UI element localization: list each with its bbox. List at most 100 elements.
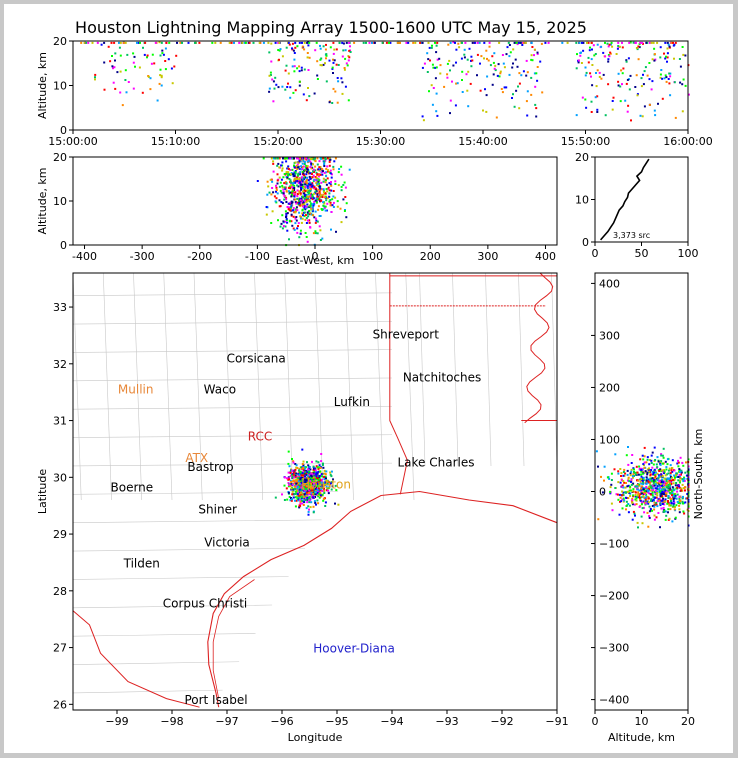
northsouth-point [663, 469, 666, 471]
northsouth-point [649, 507, 652, 510]
eastwest-point [282, 157, 284, 160]
time-altitude-point [654, 114, 657, 117]
eastwest-point [324, 209, 327, 212]
plan-view-point [302, 481, 305, 484]
northsouth-point [640, 467, 643, 470]
time-altitude-point [461, 70, 464, 73]
eastwest-point [285, 160, 288, 163]
time-altitude-point [274, 41, 277, 44]
eastwest-altitude-panel [256, 157, 351, 247]
time-altitude-point [454, 41, 456, 44]
northsouth-point [660, 469, 663, 472]
eastwest-point [299, 157, 302, 160]
eastwest-point [328, 157, 331, 160]
northsouth-point [595, 450, 598, 453]
time-altitude-point [164, 68, 167, 71]
time-altitude-point [499, 70, 502, 73]
time-altitude-point [176, 41, 178, 44]
time-altitude-point [530, 93, 533, 96]
northsouth-point [678, 508, 681, 511]
time-altitude-point [486, 75, 489, 78]
eastwest-axis-ticklabel: -400 [72, 250, 97, 263]
eastwest-point [300, 188, 303, 191]
northsouth-point [666, 485, 669, 488]
northsouth-point [638, 497, 641, 499]
time-altitude-point [348, 41, 351, 44]
plan-view-point [322, 499, 325, 502]
northsouth-point [642, 506, 645, 509]
time-altitude-point [579, 54, 582, 57]
time-altitude-point [608, 43, 611, 46]
eastwest-axis-ticklabel: 200 [420, 250, 441, 263]
eastwest-point [340, 173, 343, 176]
eastwest-point [296, 227, 299, 230]
time-altitude-point [650, 88, 653, 91]
time-altitude-point [267, 41, 270, 44]
northsouth-point [634, 495, 637, 498]
time-altitude-point [508, 44, 511, 46]
eastwest-point [293, 166, 296, 169]
time-altitude-point [159, 54, 162, 57]
eastwest-point [288, 206, 291, 209]
northsouth-point [669, 508, 672, 511]
city-label: RCC [248, 429, 273, 443]
plan-view-point [289, 470, 292, 473]
histogram-yaxis-ticklabel: 10 [575, 194, 589, 207]
eastwest-point [310, 173, 313, 175]
time-altitude-point [286, 86, 289, 88]
eastwest-point [326, 157, 329, 160]
northsouth-point [667, 500, 669, 502]
northsouth-point [640, 489, 643, 492]
eastwest-point [267, 185, 270, 188]
eastwest-point [307, 190, 310, 193]
time-altitude-point [412, 41, 415, 44]
plan-view-point [323, 475, 326, 478]
time-altitude-point [518, 72, 521, 75]
northsouth-point [663, 472, 665, 475]
eastwest-point [314, 160, 317, 163]
time-altitude-point [160, 41, 163, 44]
eastwest-point [306, 166, 309, 169]
time-altitude-point [435, 92, 438, 95]
city-label: Waco [204, 382, 236, 396]
plan-view-point [316, 490, 319, 493]
eastwest-point [303, 176, 306, 179]
northsouth-point [620, 500, 623, 503]
river-line [524, 272, 554, 424]
time-altitude-point [319, 47, 322, 50]
eastwest-point [320, 199, 323, 202]
eastwest-point [275, 189, 278, 191]
northsouth-point [623, 468, 626, 471]
eastwest-point [294, 191, 297, 194]
time-altitude-point [505, 53, 508, 56]
time-altitude-point [598, 75, 601, 78]
northsouth-point [651, 494, 654, 497]
northsouth-point [626, 504, 629, 507]
northsouth-point [671, 476, 674, 479]
northsouth-point [683, 476, 685, 479]
eastwest-point [296, 184, 299, 187]
eastwest-point [331, 198, 334, 201]
northsouth-point [645, 479, 648, 482]
northsouth-point [648, 467, 650, 470]
time-altitude-point [485, 94, 488, 97]
eastwest-point [329, 201, 332, 204]
northsouth-point [632, 482, 635, 485]
eastwest-point [331, 173, 333, 176]
plan-view-point [306, 501, 309, 504]
eastwest-point [295, 177, 298, 180]
time-altitude-point [113, 66, 116, 69]
time-altitude-point [268, 51, 271, 54]
time-altitude-point [275, 83, 278, 86]
plan-view-point [301, 500, 304, 503]
northsouth-point [684, 489, 686, 492]
northsouth-point [627, 476, 630, 479]
time-altitude-point [362, 41, 365, 44]
eastwest-point [307, 182, 310, 185]
eastwest-point [290, 185, 292, 188]
eastwest-point [332, 195, 335, 198]
time-altitude-point [91, 41, 94, 44]
eastwest-point [294, 170, 297, 172]
plan-view-point [323, 487, 325, 490]
